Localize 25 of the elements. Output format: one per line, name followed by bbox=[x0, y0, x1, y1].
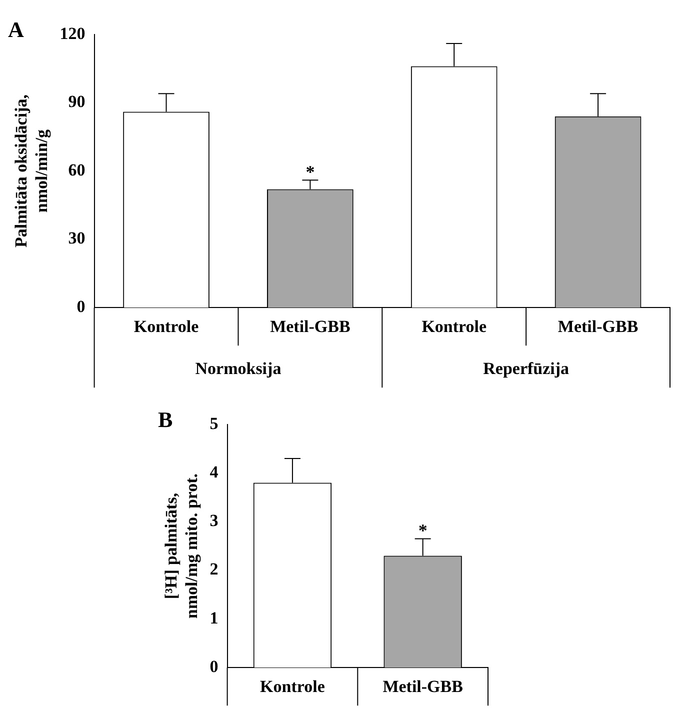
y-tick-label: 60 bbox=[68, 160, 86, 180]
x-tick-label: Metil-GBB bbox=[270, 317, 350, 336]
chart-title: A bbox=[8, 16, 24, 42]
y-axis-title: Palmitāta oksidācija, nmol/min/g bbox=[12, 94, 51, 248]
chart-title: B bbox=[158, 406, 173, 432]
x-tick-label: Kontrole bbox=[260, 677, 326, 696]
x-tick-label: Metil-GBB bbox=[382, 677, 463, 696]
y-tick-label: 1 bbox=[210, 608, 218, 628]
y-tick-label: 90 bbox=[68, 92, 86, 112]
y-tick-label: 0 bbox=[210, 656, 218, 676]
y-tick-label: 2 bbox=[210, 560, 218, 579]
y-tick-label: 120 bbox=[60, 24, 86, 43]
y-tick-label: 3 bbox=[210, 511, 218, 530]
y-tick-label: 4 bbox=[210, 462, 219, 482]
x-tick-label: Kontrole bbox=[134, 317, 200, 336]
data-label: * bbox=[418, 520, 428, 540]
text: Normoksija bbox=[195, 358, 282, 378]
y-tick-label: 0 bbox=[76, 296, 86, 316]
y-tick-label: 30 bbox=[68, 228, 86, 248]
x-tick-label: Kontrole bbox=[422, 317, 487, 336]
y-tick-label: 5 bbox=[210, 414, 218, 433]
text: Reperfūzija bbox=[483, 358, 570, 378]
y-axis-title: [³H] palmitāts, nmol/mg mito. prot. bbox=[162, 473, 201, 619]
x-tick-label: Metil-GBB bbox=[558, 317, 638, 336]
data-label: * bbox=[306, 162, 315, 182]
